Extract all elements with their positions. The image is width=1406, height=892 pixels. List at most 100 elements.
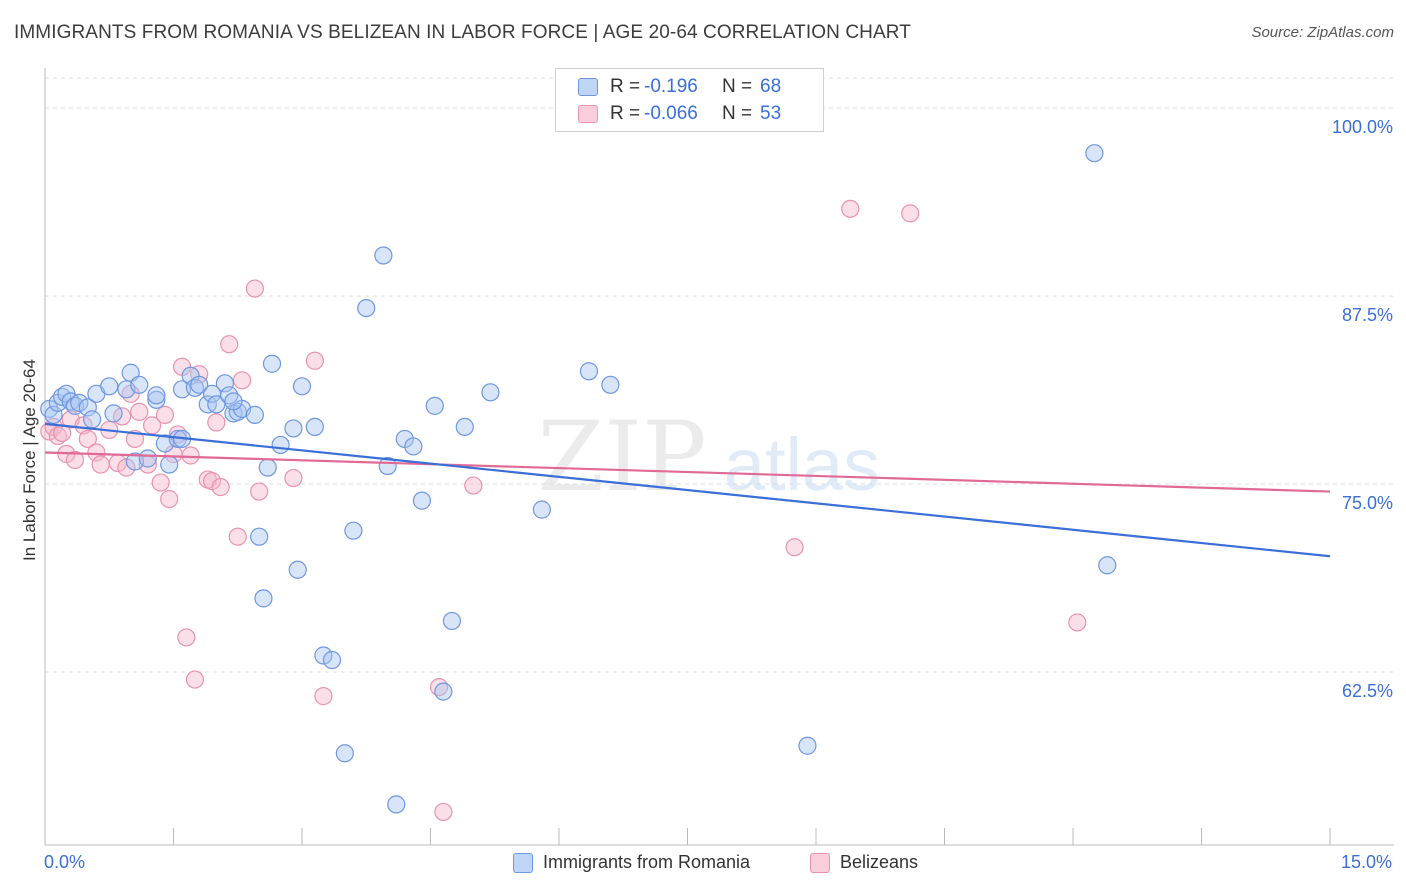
data-point-romania <box>481 383 500 402</box>
series-legend: Immigrants from Romania Belizeans <box>0 852 1406 878</box>
data-point-romania <box>271 435 290 455</box>
data-point-romania <box>1085 144 1104 163</box>
data-point-belizeans <box>78 429 97 449</box>
legend-swatch-blue <box>513 852 533 873</box>
data-point-romania <box>254 589 273 608</box>
legend-r-value: -0.196 <box>644 76 698 97</box>
trend-line-belizeans <box>44 451 1331 493</box>
data-point-romania <box>215 374 234 393</box>
x-tick-min: 0.0% <box>44 852 86 872</box>
trend-line-romania <box>44 422 1331 558</box>
legend-n-value: 53 <box>760 103 782 124</box>
data-point-romania <box>70 393 89 412</box>
data-point-romania <box>322 650 342 670</box>
data-point-romania <box>442 611 462 631</box>
data-point-belizeans <box>220 335 239 354</box>
data-point-belizeans <box>284 468 303 488</box>
data-point-belizeans <box>228 527 247 546</box>
data-point-belizeans <box>785 538 804 557</box>
data-point-romania <box>798 736 817 755</box>
data-point-belizeans <box>181 446 200 465</box>
data-point-belizeans <box>177 628 196 647</box>
data-point-romania <box>284 419 303 438</box>
data-point-belizeans <box>1068 613 1087 632</box>
data-point-belizeans <box>65 450 85 470</box>
data-point-romania <box>387 795 406 814</box>
data-point-romania <box>138 449 157 468</box>
data-point-romania <box>292 377 312 396</box>
chart-title: IMMIGRANTS FROM ROMANIA VS BELIZEAN IN L… <box>14 22 911 43</box>
y-tick-label: 100.0% <box>1332 117 1393 137</box>
data-point-belizeans <box>305 351 324 370</box>
legend-row-belizeans: R = -0.066 N = 53 <box>578 101 781 127</box>
data-point-belizeans <box>211 477 230 497</box>
data-point-romania <box>601 375 620 394</box>
data-point-belizeans <box>207 413 226 432</box>
data-point-romania <box>130 375 149 394</box>
data-point-belizeans <box>434 802 453 822</box>
data-point-romania <box>245 405 264 424</box>
data-point-romania <box>314 646 333 665</box>
data-point-romania <box>1098 556 1117 575</box>
data-point-romania <box>412 491 432 510</box>
legend-row-romania: R = -0.196 N = 68 <box>578 74 781 100</box>
legend-swatch-pink <box>810 852 830 873</box>
data-point-belizeans <box>155 405 175 424</box>
data-point-romania <box>288 560 307 579</box>
data-point-romania <box>305 417 324 437</box>
data-point-romania <box>404 437 423 456</box>
data-point-romania <box>78 398 97 417</box>
data-point-belizeans <box>245 279 264 298</box>
data-point-belizeans <box>185 670 205 689</box>
legend-r-label: R = <box>610 103 641 124</box>
watermark-zip: ZIP <box>537 401 706 513</box>
legend-item-belizeans: Belizeans <box>810 852 918 873</box>
y-tick-label: 87.5% <box>1342 305 1393 325</box>
data-point-romania <box>207 395 226 414</box>
trend-lines <box>44 422 1331 558</box>
data-point-romania <box>532 500 551 519</box>
data-point-romania <box>250 527 269 546</box>
series-romania <box>40 144 1117 814</box>
y-tick-label: 62.5% <box>1342 681 1393 701</box>
data-point-belizeans <box>151 473 170 492</box>
data-point-belizeans <box>160 489 179 509</box>
legend-swatch-blue <box>578 78 598 96</box>
data-point-romania <box>344 521 363 540</box>
data-point-belizeans <box>314 687 333 706</box>
data-point-romania <box>579 362 599 381</box>
watermark-atlas: atlas <box>724 423 880 506</box>
data-point-belizeans <box>232 371 252 390</box>
data-point-romania <box>83 410 102 429</box>
data-point-romania <box>455 417 474 437</box>
legend-label-romania: Immigrants from Romania <box>543 852 751 872</box>
legend-item-romania: Immigrants from Romania <box>513 852 750 873</box>
data-point-belizeans <box>91 455 110 474</box>
y-tick-labels: 62.5% 75.0% 87.5% 100.0% <box>1332 117 1393 701</box>
data-point-romania <box>434 682 453 701</box>
data-point-romania <box>335 744 354 763</box>
legend-r-value: -0.066 <box>644 103 698 124</box>
watermark: ZIP atlas <box>537 401 880 513</box>
data-point-romania <box>224 392 243 411</box>
data-point-romania <box>425 396 444 415</box>
legend-swatch-pink <box>578 105 598 123</box>
data-point-romania <box>104 404 123 423</box>
legend-n-label: N = <box>722 76 753 97</box>
source-label: Source: ZipAtlas.com <box>1251 24 1394 41</box>
series-belizeans <box>40 199 1087 822</box>
data-point-belizeans <box>130 402 149 421</box>
axes <box>44 68 1394 846</box>
x-tick-max: 15.0% <box>1340 852 1392 872</box>
data-point-belizeans <box>53 423 72 443</box>
data-point-romania <box>374 246 393 265</box>
y-tick-label: 75.0% <box>1342 493 1393 513</box>
legend-n-value: 68 <box>760 76 782 97</box>
data-point-romania <box>160 455 179 474</box>
data-point-romania <box>147 386 166 405</box>
data-point-belizeans <box>87 443 106 462</box>
data-point-romania <box>190 375 209 394</box>
legend-label-belizeans: Belizeans <box>840 852 919 872</box>
data-point-belizeans <box>901 204 920 223</box>
